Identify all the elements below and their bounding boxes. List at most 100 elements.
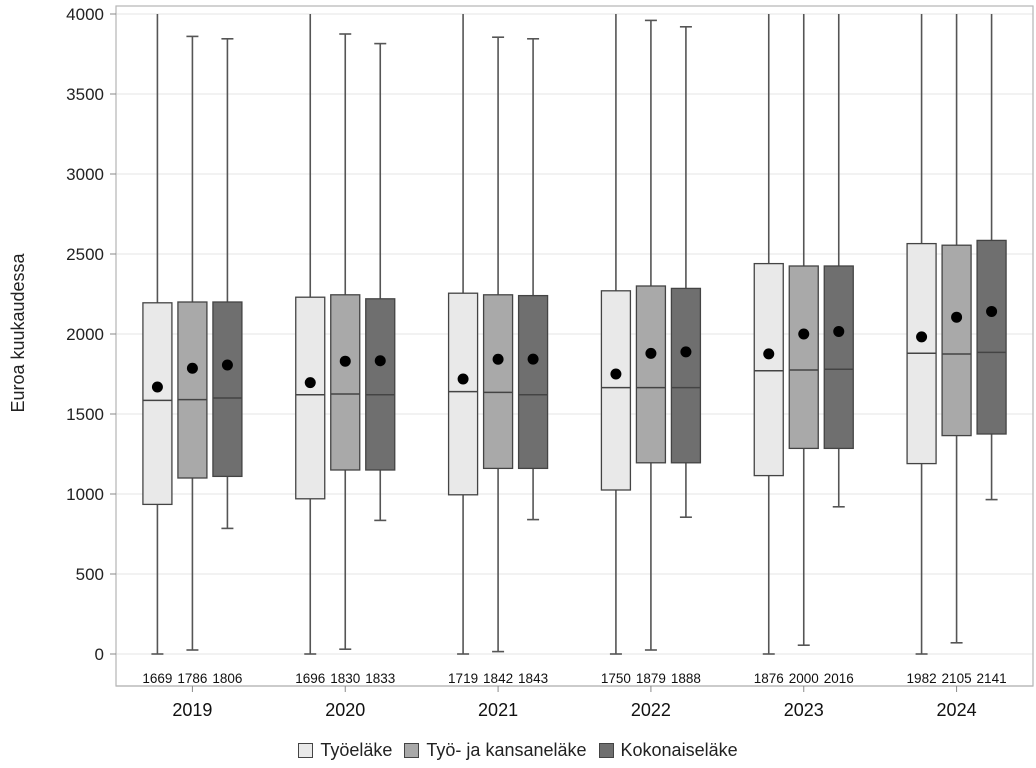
x-tick-label: 2020 <box>325 700 365 720</box>
x-tick-label: 2022 <box>631 700 671 720</box>
box-2020-3 <box>365 42 396 522</box>
mean-marker <box>645 347 657 359</box>
mean-value-label: 1750 <box>601 671 631 686</box>
mean-marker <box>304 377 316 389</box>
x-tick-label: 2024 <box>937 700 977 720</box>
legend-swatch <box>598 743 614 758</box>
mean-value-label: 1842 <box>483 671 513 686</box>
legend: Työeläke Työ- ja kansaneläke Kokonaiseläke <box>0 740 1036 763</box>
box-2024-2 <box>941 14 972 644</box>
iqr-box <box>941 244 972 437</box>
mean-value-label: 2141 <box>977 671 1007 686</box>
mean-value-label: 1888 <box>671 671 701 686</box>
mean-marker <box>986 305 998 317</box>
mean-value-label: 2000 <box>789 671 819 686</box>
iqr-box <box>976 239 1007 435</box>
iqr-box <box>142 302 173 506</box>
box-2019-3 <box>212 37 243 530</box>
axes: 0 500 1000 1500 2000 2500 3000 3500 4000 <box>66 5 1034 692</box>
y-tick-label: 500 <box>76 565 104 584</box>
iqr-box <box>295 296 326 500</box>
box-2019-2 <box>177 35 208 651</box>
mean-value-label: 1879 <box>636 671 666 686</box>
mean-value-label: 2016 <box>824 671 854 686</box>
iqr-box <box>670 287 702 464</box>
iqr-box <box>517 294 549 470</box>
box-2021-1 <box>447 14 479 655</box>
mean-value-label: 1806 <box>212 671 242 686</box>
x-tick-label: 2019 <box>172 700 212 720</box>
iqr-box <box>177 301 208 479</box>
mean-value-label: 1696 <box>295 671 325 686</box>
y-tick-label: 4000 <box>66 5 104 24</box>
legend-label: Kokonaiseläke <box>620 740 738 760</box>
iqr-box <box>600 290 632 491</box>
iqr-box <box>365 298 396 471</box>
y-axis-label: Euroa kuukaudessa <box>8 252 28 412</box>
mean-value-label: 1830 <box>330 671 360 686</box>
mean-marker <box>527 353 539 365</box>
legend-item: Kokonaiseläke <box>598 740 738 761</box>
legend-label: Työeläke <box>320 740 393 760</box>
box-2020-2 <box>330 33 361 651</box>
mean-marker <box>339 355 351 367</box>
box-2022-1 <box>600 14 632 655</box>
plot-frame <box>115 5 1034 687</box>
y-tick-label: 3000 <box>66 165 104 184</box>
iqr-box <box>447 292 479 496</box>
legend-item: Työeläke <box>298 740 392 761</box>
box-2024-3 <box>976 14 1007 501</box>
iqr-box <box>753 262 784 477</box>
box-2024-1 <box>906 14 937 655</box>
mean-marker <box>186 362 198 374</box>
mean-marker <box>833 325 845 337</box>
mean-marker <box>610 368 622 380</box>
legend-label: Työ- ja kansaneläke <box>426 740 587 760</box>
boxes <box>142 14 1007 655</box>
mean-value-label: 1786 <box>177 671 207 686</box>
mean-value-label: 1982 <box>907 671 937 686</box>
mean-value-label: 1876 <box>754 671 784 686</box>
mean-marker <box>798 328 810 340</box>
box-2023-3 <box>823 14 854 508</box>
box-2019-1 <box>142 14 173 655</box>
iqr-box <box>788 265 819 450</box>
mean-marker <box>680 346 692 358</box>
y-tick-label: 2000 <box>66 325 104 344</box>
mean-value-label: 1719 <box>448 671 478 686</box>
gridlines <box>116 13 1033 655</box>
mean-marker <box>151 381 163 393</box>
box-2021-2 <box>482 36 514 653</box>
iqr-box <box>330 294 361 471</box>
mean-value-label: 1669 <box>142 671 172 686</box>
legend-item: Työ- ja kansaneläke <box>404 740 587 761</box>
box-2023-1 <box>753 14 784 655</box>
x-tick-label: 2021 <box>478 700 518 720</box>
iqr-box <box>823 265 854 450</box>
mean-marker <box>916 331 928 343</box>
y-tick-label: 1000 <box>66 485 104 504</box>
y-tick-label: 1500 <box>66 405 104 424</box>
box-2020-1 <box>295 14 326 655</box>
iqr-box <box>212 301 243 478</box>
mean-value-label: 2105 <box>942 671 972 686</box>
y-tick-label: 0 <box>95 645 104 664</box>
mean-marker <box>457 373 469 385</box>
legend-swatch <box>404 743 420 758</box>
mean-value-label: 1833 <box>365 671 395 686</box>
mean-value-label: 1843 <box>518 671 548 686</box>
box-2022-2 <box>635 19 667 651</box>
box-2023-2 <box>788 14 819 647</box>
box-2022-3 <box>670 25 702 519</box>
mean-marker <box>374 355 386 367</box>
legend-swatch <box>298 743 314 758</box>
iqr-box <box>482 294 514 470</box>
y-tick-label: 3500 <box>66 85 104 104</box>
y-tick-label: 2500 <box>66 245 104 264</box>
mean-marker <box>951 311 963 323</box>
x-tick-label: 2023 <box>784 700 824 720</box>
mean-marker <box>492 353 504 365</box>
mean-marker <box>221 359 233 371</box>
